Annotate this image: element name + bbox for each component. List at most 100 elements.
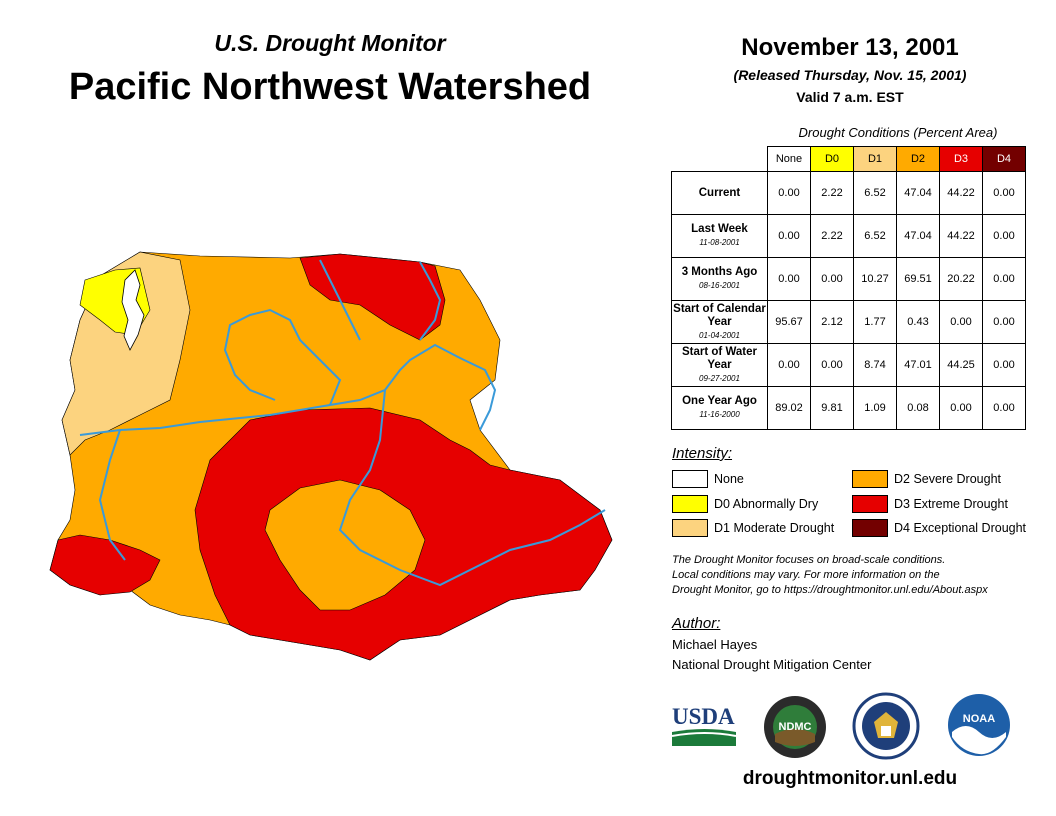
columbia-river [79,343,497,436]
usda-logo-text: USDA [672,704,735,729]
table-cell: 0.00 [810,257,854,301]
legend-label: D4 Exceptional Drought [894,521,1027,535]
row-label: Current [671,171,768,215]
legend-title: Intensity: [672,445,733,462]
table-cell: 0.00 [767,171,811,215]
table-cell: 6.52 [853,171,897,215]
commerce-seal [852,692,920,760]
site-url[interactable]: droughtmonitor.unl.edu [742,768,958,789]
table-cell: 44.25 [939,343,983,387]
usda-stripe [671,732,737,737]
usda-hill [672,729,736,746]
region-d2-inner [264,479,426,611]
seal-shield [881,726,891,736]
table-cell: 0.00 [767,343,811,387]
table-cell: 2.22 [810,171,854,215]
legend-label: D3 Extreme Drought [894,497,1008,511]
table-cell: 0.00 [810,343,854,387]
table-row: 3 Months Ago 08-16-2001 0.00 0.00 10.27 6… [671,257,1026,301]
legend-label: D1 Moderate Drought [714,521,835,535]
table-title: Drought Conditions (Percent Area) [798,125,998,140]
table-row: Start of Water Year 09-27-2001 0.00 0.00 … [671,343,1026,387]
author-org: National Drought Mitigation Center [672,657,872,672]
legend-swatch [852,470,888,488]
region-d3-southwest [49,534,161,596]
puget-sound [121,269,145,351]
table-cell: 69.51 [896,257,940,301]
legend-item-d1: D1 Moderate Drought [672,519,834,537]
table-cell: 6.52 [853,214,897,258]
valid-time: Valid 7 a.m. EST [796,89,904,105]
disclaimer-note: The Drought Monitor focuses on broad-sca… [672,553,1042,598]
table-cell: 0.08 [896,386,940,430]
ndmc-logo: NDMC [764,696,826,758]
legend-item-d4: D4 Exceptional Drought [852,519,1026,537]
row-label: Start of Calendar Year 01-04-2001 [671,300,768,344]
seal-eagle [874,712,898,738]
row-label: Start of Water Year 09-27-2001 [671,343,768,387]
region-d3-north [299,253,446,341]
note-line: Drought Monitor, go to https://droughtmo… [672,584,988,596]
table-cell: 0.00 [982,171,1026,215]
table-cell: 9.81 [810,386,854,430]
noaa-logo-text: NOAA [963,713,995,725]
col-none: None [767,146,811,172]
table-cell: 0.43 [896,300,940,344]
table-cell: 0.00 [939,386,983,430]
row-label: One Year Ago 11-16-2000 [671,386,768,430]
table-cell: 8.74 [853,343,897,387]
table-cell: 20.22 [939,257,983,301]
legend-swatch [672,470,708,488]
table-cell: 47.01 [896,343,940,387]
author-name: Michael Hayes [672,637,758,652]
legend-item-d0: D0 Abnormally Dry [672,495,818,513]
table-cell: 2.22 [810,214,854,258]
ndmc-logo-text: NDMC [779,721,812,733]
table-cell: 10.27 [853,257,897,301]
table-cell: 95.67 [767,300,811,344]
table-cell: 0.00 [982,343,1026,387]
table-cell: 1.09 [853,386,897,430]
table-cell: 1.77 [853,300,897,344]
legend-item-none: None [672,470,744,488]
note-line: Local conditions may vary. For more info… [672,569,940,581]
table-cell: 47.04 [896,171,940,215]
table-cell: 0.00 [767,214,811,258]
table-cell: 0.00 [767,257,811,301]
rivers [79,259,606,587]
map-subtitle: U.S. Drought Monitor [214,30,446,56]
note-line: The Drought Monitor focuses on broad-sca… [672,554,946,566]
col-d3: D3 [939,146,983,172]
legend-swatch [852,519,888,537]
drought-conditions-table: None D0 D1 D2 D3 D4 Current 0.00 2.22 6.… [671,146,1026,430]
northern-river [319,259,442,341]
table-row: Start of Calendar Year 01-04-2001 95.67 2… [671,300,1026,344]
table-cell: 0.00 [982,300,1026,344]
table-cell: 44.22 [939,214,983,258]
table-row: One Year Ago 11-16-2000 89.02 9.81 1.09 0… [671,386,1026,430]
legend-label: D2 Severe Drought [894,472,1002,486]
table-cell: 44.22 [939,171,983,215]
table-row: Current 0.00 2.22 6.52 47.04 44.22 0.00 [671,171,1026,215]
table-cell: 0.00 [982,214,1026,258]
legend-swatch [852,495,888,513]
drought-map [49,251,613,661]
snake-river [338,389,606,587]
table-cell: 0.00 [982,386,1026,430]
col-d2: D2 [896,146,940,172]
col-d1: D1 [853,146,897,172]
western-river [98,429,126,561]
columbia-upper [223,308,342,406]
usda-logo: USDA [671,704,737,746]
table-cell: 2.12 [810,300,854,344]
col-d4: D4 [982,146,1026,172]
noaa-logo: NOAA [948,694,1010,756]
legend-item-d3: D3 Extreme Drought [852,495,1008,513]
map-date: November 13, 2001 [741,34,959,61]
noaa-wave [952,726,1006,755]
map-regions [49,251,613,661]
col-d0: D0 [810,146,854,172]
legend-swatch [672,495,708,513]
ndmc-land [775,729,815,746]
author-title: Author: [672,615,721,632]
